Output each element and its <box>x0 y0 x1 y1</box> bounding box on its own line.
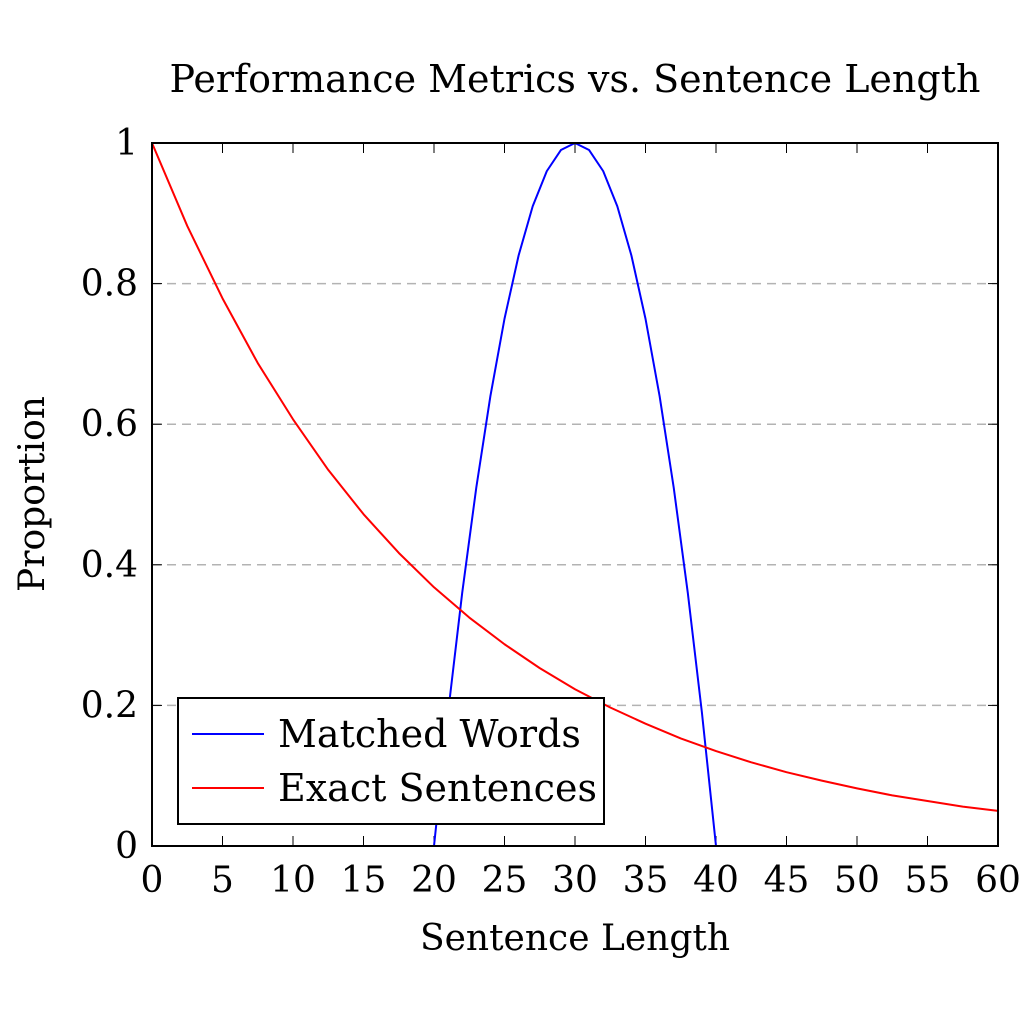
x-tick-label: 25 <box>482 860 528 901</box>
chart-title: Performance Metrics vs. Sentence Length <box>170 57 981 101</box>
x-tick-label: 5 <box>211 860 234 901</box>
legend-label-matched-words: Matched Words <box>278 712 581 756</box>
plot-frame <box>151 142 999 847</box>
x-tick-label: 10 <box>270 860 316 901</box>
x-tick-label: 15 <box>341 860 387 901</box>
x-tick-label: 40 <box>693 860 739 901</box>
x-tick-label: 35 <box>623 860 669 901</box>
x-tick-label: 45 <box>764 860 810 901</box>
x-tick-label: 0 <box>141 860 164 901</box>
legend-label-exact-sentences: Exact Sentences <box>278 766 597 810</box>
legend-box <box>177 697 605 825</box>
x-tick-label: 50 <box>834 860 880 901</box>
tick-labels: 00.20.40.60.810 5 10 15 20 25 30 35 40 45 50 55 60 <box>81 123 1021 901</box>
y-tick-label: 0.8 <box>81 264 138 305</box>
x-tick-label: 30 <box>552 860 598 901</box>
y-tick-label: 0.2 <box>81 685 138 726</box>
y-tick-label: 1 <box>115 123 138 164</box>
x-tick-label: 20 <box>411 860 457 901</box>
x-tick-label: 60 <box>975 860 1021 901</box>
legend: Matched Words Exact Sentences <box>177 697 605 825</box>
grid-lines <box>152 282 998 707</box>
y-tick-label: 0.6 <box>81 404 138 445</box>
y-axis-label: Proportion <box>12 396 53 592</box>
series-line-exact-sentences <box>151 142 999 812</box>
y-tick-label: 0.4 <box>81 545 138 586</box>
y-tick-label: 0 <box>115 826 138 867</box>
x-axis-label: Sentence Length <box>420 918 730 959</box>
x-tick-label: 55 <box>905 860 951 901</box>
